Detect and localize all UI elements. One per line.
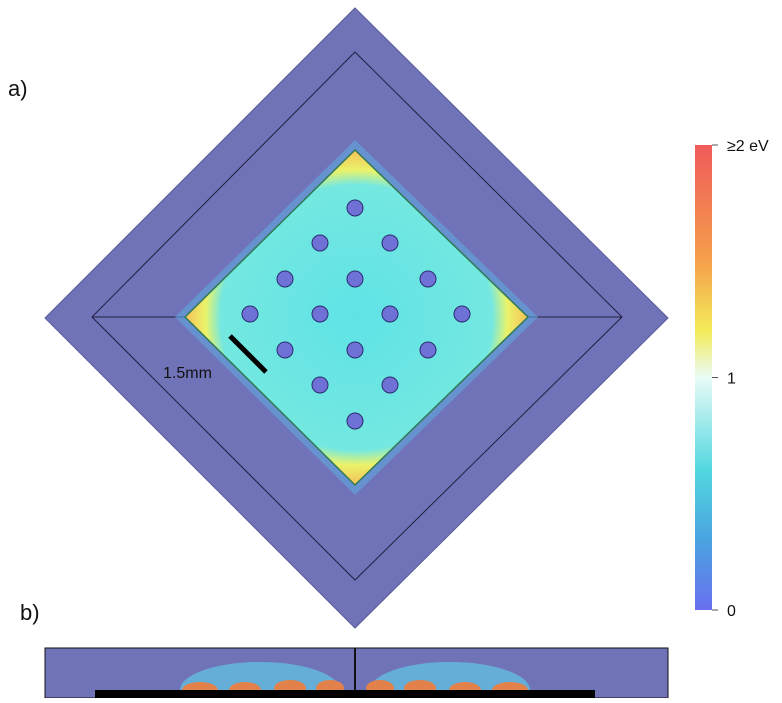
holes [241,199,471,430]
panel-label: b) [20,600,40,625]
colorbar [695,145,712,610]
scale-label: 1.5mm [163,365,212,382]
cross-section [44,647,669,699]
colorbar-label: ≥2 eV [727,138,769,155]
panel-label: a) [8,76,28,101]
scale-bar [228,334,268,374]
colorbar-label: 1 [727,371,736,388]
electrode [183,148,530,487]
colorbar-label: 0 [727,603,736,620]
electrode-bar [95,690,595,698]
outline [91,51,623,581]
